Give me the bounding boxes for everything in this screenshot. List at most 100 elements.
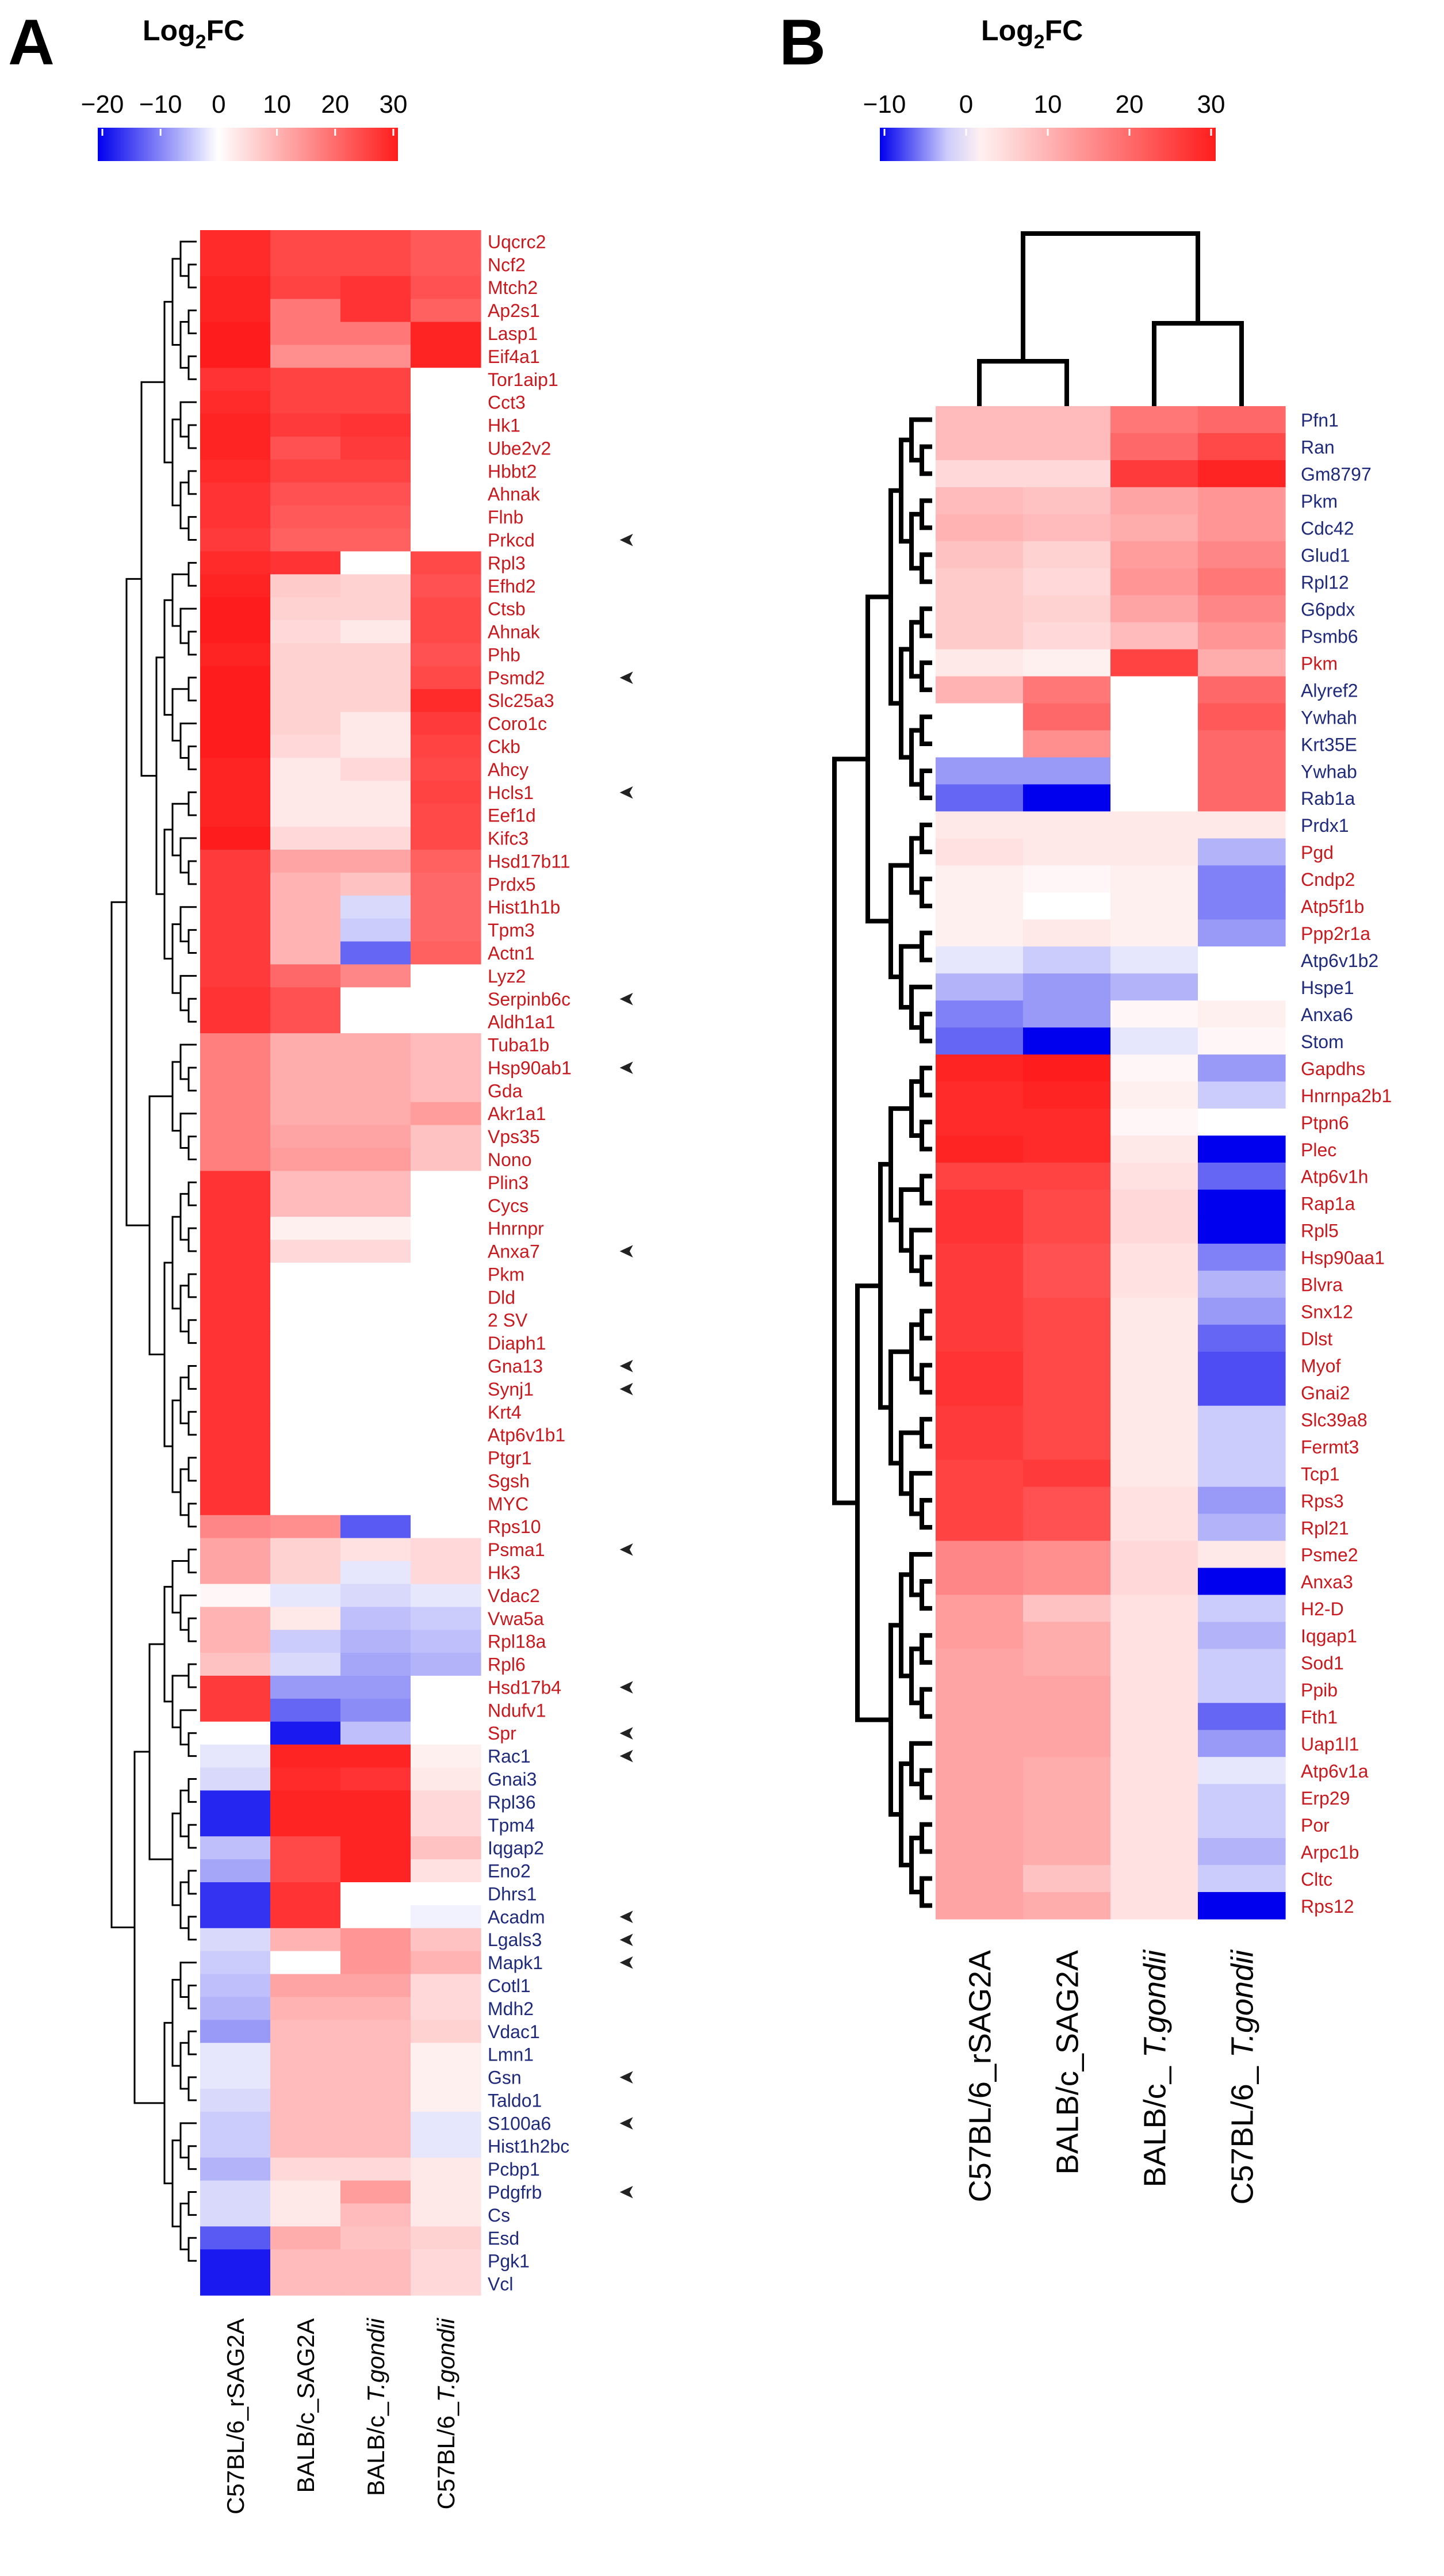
panel-b-cell — [1023, 487, 1111, 515]
panel-b-cell — [1198, 1486, 1286, 1515]
panel-a-cell — [200, 1538, 271, 1562]
panel-b-cell — [1023, 1243, 1111, 1271]
panel-a-cell — [411, 1354, 481, 1378]
panel-a-cell — [411, 505, 481, 529]
panel-a-cell — [200, 459, 271, 483]
panel-b-column-dendrogram-link — [1152, 321, 1244, 406]
panel-a-cell — [270, 1653, 341, 1676]
panel-b-cell — [1198, 1136, 1286, 1163]
panel-b-cell — [1198, 1405, 1286, 1434]
panel-a-cell — [270, 1928, 341, 1952]
panel-b-cell — [1198, 1784, 1286, 1811]
panel-b-cell — [1110, 703, 1198, 731]
panel-a-cell — [340, 391, 411, 414]
panel-b-column-dendrogram — [977, 231, 1244, 406]
panel-b-cell — [1198, 703, 1286, 731]
panel-a-dendrogram-link — [187, 1067, 197, 1092]
panel-b-cell — [1198, 433, 1286, 461]
panel-a-cell — [270, 1584, 341, 1607]
panel-a-cell — [340, 2272, 411, 2296]
panel-a-gene-label: Kifc3 — [488, 828, 528, 849]
panel-a-cell — [270, 735, 341, 759]
panel-b-gene-label: Atp6v1h — [1301, 1167, 1368, 1187]
panel-b-cell — [1198, 541, 1286, 569]
panel-b-gene-label: Erp29 — [1301, 1788, 1350, 1809]
panel-b-dendrogram-link — [920, 1822, 932, 1854]
panel-b-dendrogram-link — [899, 647, 911, 760]
panel-a-cell — [411, 1240, 481, 1263]
panel-b-colorbar-title-tail: FC — [1045, 14, 1083, 47]
panel-b-gene-label: Stom — [1301, 1031, 1344, 1052]
panel-a-cell — [270, 620, 341, 644]
panel-a-column-label-text: C57BL/6_ — [432, 2402, 459, 2509]
panel-a-colorbar-tick-label: −20 — [81, 90, 124, 119]
panel-b-cell — [936, 1703, 1024, 1730]
panel-b-cell — [1023, 1027, 1111, 1055]
panel-a-gene-label: Ndufv1 — [488, 1700, 546, 1721]
panel-a-cell — [270, 689, 341, 713]
panel-b-cell — [1110, 1216, 1198, 1244]
panel-a-gene-label: MYC — [488, 1493, 528, 1514]
panel-a-dendrogram-link — [187, 1824, 197, 1849]
panel-a-cell — [340, 1125, 411, 1149]
panel-a-cell — [200, 1790, 271, 1814]
panel-b-cell — [1023, 1216, 1111, 1244]
panel-a-cell — [200, 1630, 271, 1653]
panel-a-gene-label: Ncf2 — [488, 254, 526, 275]
panel-a-dendrogram-link — [171, 1675, 189, 1729]
panel-b-cell — [1023, 946, 1111, 974]
panel-a-colorbar-title-main: Log — [143, 14, 196, 47]
panel-a-dendrogram-link — [187, 355, 197, 380]
panel-b-cell — [1198, 1649, 1286, 1676]
panel-a-cell — [200, 1217, 271, 1240]
panel-b-cell — [936, 406, 1024, 434]
panel-b-cell — [1110, 1054, 1198, 1082]
panel-b-cell — [1023, 649, 1111, 677]
panel-a-cell — [200, 643, 271, 667]
panel-a-cell — [200, 437, 271, 460]
panel-b-cell — [1110, 1136, 1198, 1163]
panel-b-cell — [1198, 1459, 1286, 1488]
panel-a-gene-labels: Uqcrc2Ncf2Mtch2Ap2s1Lasp1Eif4a1Tor1aip1C… — [488, 231, 635, 2294]
panel-a-cell — [200, 1148, 271, 1172]
panel-b-cell — [936, 1270, 1024, 1298]
panel-a-cell — [270, 505, 341, 529]
panel-b-cell — [1023, 1730, 1111, 1757]
panel-a-colorbar — [98, 128, 398, 161]
panel-a-gene-label: Ube2v2 — [488, 438, 551, 458]
panel-a-cell — [270, 528, 341, 552]
panel-b-gene-label: Rps12 — [1301, 1896, 1354, 1917]
panel-a-cell — [411, 643, 481, 667]
panel-b-gene-label: Fth1 — [1301, 1707, 1338, 1727]
panel-a-cell — [200, 528, 271, 552]
panel-b-cell — [1198, 1378, 1286, 1407]
panel-a-cell — [411, 1584, 481, 1607]
panel-b-cell — [1198, 1703, 1286, 1730]
panel-a-cell — [340, 230, 411, 254]
panel-b-cell — [936, 1838, 1024, 1866]
panel-b-cell — [1110, 1189, 1198, 1217]
panel-a-cell — [411, 1148, 481, 1172]
panel-a-dendrogram-link — [179, 723, 197, 759]
panel-a-dendrogram-link — [179, 1113, 197, 1149]
panel-b-colorbar-ticks: −10 0 10 20 30 — [863, 90, 1225, 119]
panel-b-cell — [1023, 1324, 1111, 1352]
panel-a-gene-label: Mtch2 — [488, 277, 538, 298]
panel-a-cell — [270, 2272, 341, 2296]
panel-a-dendrogram-link — [171, 1979, 181, 2067]
panel-a-cell — [200, 1033, 271, 1057]
panel-a-cell — [411, 1446, 481, 1470]
panel-b-cell — [1023, 973, 1111, 1001]
panel-a-column-label: C57BL/6_rSAG2A — [222, 2318, 249, 2514]
panel-a-arrow-icon: ➤ — [619, 1676, 635, 1698]
panel-a-dendrogram-link — [148, 1095, 173, 1356]
panel-a-column-label: BALB/c_T.gondii — [362, 2317, 389, 2496]
panel-a-cell — [270, 230, 341, 254]
panel-a-dendrogram-link — [179, 1044, 197, 1080]
panel-a-cell — [200, 1584, 271, 1607]
panel-a-arrow-icon: ➤ — [619, 1378, 635, 1400]
panel-a-cell — [200, 2111, 271, 2135]
panel-a-column-label-text: BALB/c_SAG2A — [292, 2318, 319, 2493]
panel-a-cell — [411, 437, 481, 460]
